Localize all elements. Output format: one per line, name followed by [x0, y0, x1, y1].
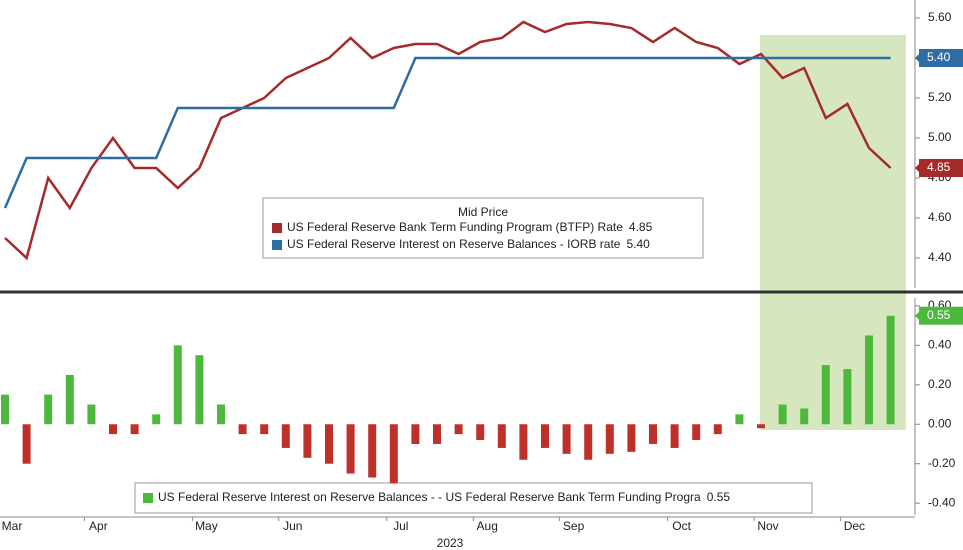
y-tick-label: 4.60 — [928, 210, 952, 224]
bar — [346, 424, 355, 474]
legend — [134, 482, 813, 514]
x-tick-label: Jul — [393, 519, 408, 533]
highlight-region — [760, 35, 906, 430]
bar — [152, 414, 161, 425]
y-tick-label: 5.60 — [928, 10, 952, 24]
bar — [281, 424, 290, 448]
y-tick-label: 0.40 — [928, 338, 952, 352]
bar — [109, 424, 117, 435]
last-value-label: 0.55 — [927, 308, 951, 322]
x-tick-label: Oct — [672, 519, 691, 533]
bar — [519, 424, 528, 460]
last-value-label: 4.85 — [927, 160, 951, 174]
bar — [130, 424, 139, 435]
legend-label: US Federal Reserve Bank Term Funding Pro… — [287, 220, 623, 234]
last-value-label: 5.40 — [927, 50, 951, 64]
y-tick-label: 0.00 — [928, 416, 952, 430]
legend-label: US Federal Reserve Interest on Reserve B… — [158, 490, 701, 504]
legend: Mid Price — [262, 197, 704, 259]
bar — [368, 424, 377, 478]
bar — [1, 394, 9, 425]
bar — [735, 414, 744, 425]
bar — [389, 424, 398, 484]
last-value-pointer — [915, 53, 920, 63]
last-value-pointer — [915, 163, 920, 173]
bar — [843, 369, 852, 425]
x-axis-label: 2023 — [437, 536, 464, 550]
bar — [865, 335, 873, 425]
bar — [497, 424, 506, 448]
bar — [195, 355, 204, 425]
legend-value: 5.40 — [626, 237, 650, 251]
bar — [411, 424, 420, 444]
legend-swatch — [272, 240, 282, 250]
bar — [22, 424, 31, 464]
bar — [454, 424, 463, 435]
bar — [476, 424, 485, 441]
bar — [217, 404, 225, 425]
x-tick-label: May — [195, 519, 218, 533]
bar — [433, 424, 441, 444]
x-tick-label: Sep — [563, 519, 585, 533]
legend-swatch — [143, 493, 153, 503]
line-series — [4, 20, 892, 261]
bar — [562, 424, 571, 454]
bar — [173, 345, 182, 425]
x-tick-label: Apr — [89, 519, 108, 533]
last-value-box — [919, 306, 963, 325]
x-tick-label: Aug — [477, 519, 498, 533]
bar — [821, 365, 830, 425]
bar — [260, 424, 269, 435]
last-value-pointer — [915, 310, 920, 321]
bar — [649, 424, 657, 444]
legend-swatch — [272, 223, 282, 233]
legend-title: Mid Price — [458, 205, 508, 219]
legend-box — [134, 482, 813, 514]
bar — [778, 404, 787, 425]
x-tick-label: Jun — [283, 519, 302, 533]
legend-entry: US Federal Reserve Bank Term Funding Pro… — [287, 220, 653, 234]
x-tick-label: Dec — [844, 519, 865, 533]
y-tick-label: -0.40 — [928, 495, 956, 509]
bar — [65, 374, 74, 425]
legend-entry: US Federal Reserve Interest on Reserve B… — [287, 237, 650, 251]
x-tick-label: Mar — [2, 519, 23, 533]
bar — [800, 408, 809, 425]
bar — [87, 404, 96, 425]
bar — [605, 424, 614, 454]
legend-value: 4.85 — [629, 220, 653, 234]
y-tick-label: 5.00 — [928, 130, 952, 144]
bar — [627, 424, 636, 452]
bar — [713, 424, 722, 435]
bar — [757, 424, 765, 429]
y-tick-label: 4.40 — [928, 250, 952, 264]
legend-entry: US Federal Reserve Interest on Reserve B… — [158, 490, 730, 504]
bar — [692, 424, 701, 441]
bar — [886, 315, 895, 425]
bar — [670, 424, 679, 448]
y-tick-label: -0.20 — [928, 456, 956, 470]
last-value-box — [919, 49, 963, 67]
line-series — [3, 56, 891, 209]
bar — [44, 394, 53, 425]
y-tick-label: 0.20 — [928, 377, 952, 391]
legend-box — [262, 197, 704, 259]
legend-label: US Federal Reserve Interest on Reserve B… — [287, 237, 621, 251]
legend-value: 0.55 — [707, 490, 731, 504]
bar — [584, 424, 593, 460]
x-tick-label: Nov — [757, 519, 778, 533]
bar — [541, 424, 549, 448]
y-tick-label: 5.20 — [928, 90, 952, 104]
bar — [325, 424, 333, 464]
bar — [303, 424, 312, 458]
last-value-box — [919, 159, 963, 177]
bar — [238, 424, 247, 435]
